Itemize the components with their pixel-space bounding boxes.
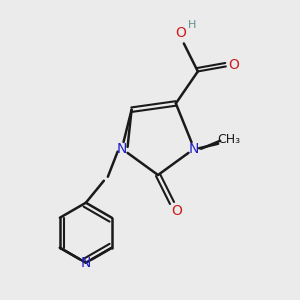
Text: O: O bbox=[176, 26, 186, 40]
Text: N: N bbox=[117, 142, 127, 156]
Text: O: O bbox=[228, 58, 239, 72]
Text: CH₃: CH₃ bbox=[218, 133, 241, 146]
Text: O: O bbox=[172, 204, 182, 218]
Text: N: N bbox=[189, 142, 199, 156]
Text: N: N bbox=[81, 256, 91, 270]
Text: H: H bbox=[188, 20, 196, 30]
